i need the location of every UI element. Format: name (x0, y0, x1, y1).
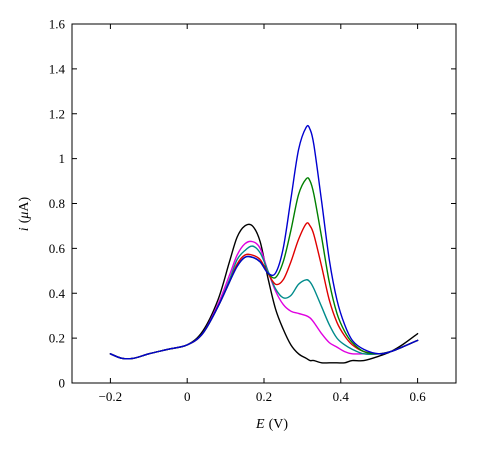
y-axis-unit-mu: μ (17, 212, 32, 220)
y-tick-label: 0.4 (49, 286, 66, 301)
y-tick-label: 1 (59, 151, 66, 166)
y-axis-unit-rest: A) (17, 196, 32, 211)
x-tick-label: 0 (184, 389, 191, 404)
ticks-layer (72, 23, 456, 384)
y-axis-title: i (μA) (17, 196, 32, 231)
x-tick-label: 0.2 (256, 389, 272, 404)
x-tick-labels: −0.2 0 0.2 0.4 0.6 (99, 389, 427, 404)
y-tick-label: 0.8 (49, 196, 65, 211)
x-tick-label: −0.2 (99, 389, 123, 404)
y-tick-label: 0.2 (49, 331, 65, 346)
series-layer (109, 124, 419, 364)
x-axis-title: E (V) (255, 417, 288, 432)
y-tick-labels: 0 0.2 0.4 0.6 0.8 1 1.2 1.4 1.6 (49, 17, 66, 391)
y-tick-label: 0 (59, 376, 66, 391)
y-axis-variable: i (17, 227, 32, 231)
x-tick-label: 0.6 (409, 389, 426, 404)
x-tick-label: 0.4 (333, 389, 350, 404)
y-tick-label: 1.6 (49, 17, 66, 32)
series-line-5 (109, 124, 419, 360)
y-tick-label: 0.6 (49, 241, 66, 256)
y-axis-unit-open: ( (17, 218, 32, 223)
x-axis-unit: (V) (269, 417, 289, 432)
y-tick-label: 1.2 (49, 106, 65, 121)
x-axis-variable: E (255, 417, 265, 432)
y-tick-label: 1.4 (49, 61, 66, 76)
